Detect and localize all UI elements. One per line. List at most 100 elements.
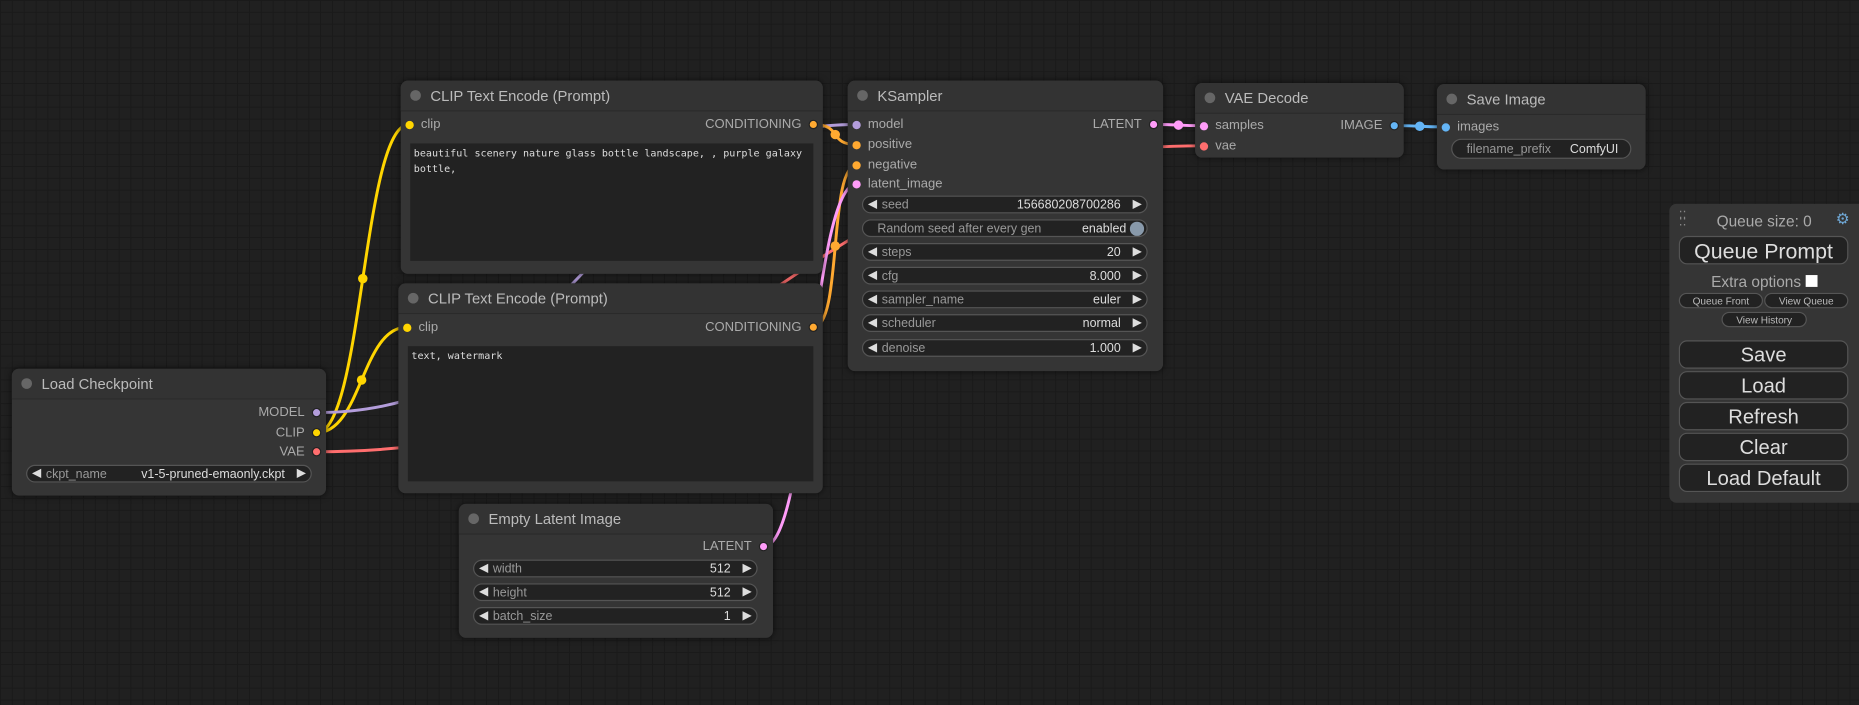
- arrow-right-icon[interactable]: ▶: [1132, 341, 1142, 355]
- arrow-right-icon[interactable]: ▶: [1132, 197, 1142, 212]
- steps-widget[interactable]: ◀ steps 20 ▶: [861, 243, 1148, 261]
- output-latent[interactable]: LATENT: [1093, 116, 1159, 133]
- slot-dot-icon[interactable]: [311, 428, 322, 438]
- save-button[interactable]: Save: [1678, 340, 1849, 369]
- node-title[interactable]: CLIP Text Encode (Prompt): [400, 80, 823, 112]
- width-widget[interactable]: ◀ width 512 ▶: [473, 559, 758, 578]
- arrow-left-icon[interactable]: ◀: [867, 245, 877, 259]
- settings-gear-icon[interactable]: ⚙: [1835, 209, 1850, 228]
- input-latent-image[interactable]: latent_image: [852, 175, 943, 192]
- output-conditioning[interactable]: CONDITIONING: [705, 116, 819, 133]
- slot-dot-icon[interactable]: [808, 322, 819, 332]
- arrow-right-icon[interactable]: ▶: [1132, 292, 1142, 306]
- input-vae[interactable]: vae: [1199, 138, 1236, 155]
- link-center-marker[interactable]: [356, 375, 367, 385]
- arrow-right-icon[interactable]: ▶: [742, 585, 752, 599]
- seed-widget[interactable]: ◀ seed 156680208700286 ▶: [861, 195, 1148, 214]
- input-clip[interactable]: clip: [405, 116, 440, 133]
- collapse-dot-icon[interactable]: [410, 90, 421, 101]
- arrow-right-icon[interactable]: ▶: [1132, 245, 1142, 259]
- arrow-left-icon[interactable]: ◀: [867, 341, 877, 355]
- output-model[interactable]: MODEL: [258, 404, 322, 421]
- arrow-right-icon[interactable]: ▶: [742, 609, 752, 623]
- slot-dot-icon[interactable]: [403, 323, 412, 332]
- collapse-dot-icon[interactable]: [1446, 93, 1458, 105]
- collapse-dot-icon[interactable]: [1204, 92, 1216, 104]
- slot-dot-icon[interactable]: [852, 120, 861, 129]
- input-model[interactable]: model: [852, 116, 903, 133]
- slot-dot-icon[interactable]: [808, 119, 819, 130]
- slot-dot-icon[interactable]: [852, 160, 861, 169]
- link-center-marker[interactable]: [830, 241, 840, 251]
- slot-dot-icon[interactable]: [758, 541, 769, 552]
- slot-dot-icon[interactable]: [405, 120, 414, 129]
- link-center-marker[interactable]: [1173, 120, 1184, 130]
- ckpt-name-combo[interactable]: ◀ ckpt_name v1-5-pruned-emaonly.ckpt ▶: [26, 464, 312, 483]
- node-save-image[interactable]: Save Image images filename_prefix ComfyUI: [1436, 84, 1646, 170]
- node-ksampler[interactable]: KSampler model positive negative latent_…: [847, 80, 1164, 372]
- slot-dot-icon[interactable]: [1148, 119, 1159, 130]
- link-center-marker[interactable]: [1415, 121, 1425, 132]
- node-vae-decode[interactable]: VAE Decode samples vae IMAGE: [1195, 82, 1404, 158]
- collapse-dot-icon[interactable]: [21, 378, 33, 389]
- load-default-button[interactable]: Load Default: [1678, 463, 1849, 493]
- refresh-button[interactable]: Refresh: [1678, 401, 1849, 431]
- node-title[interactable]: Load Checkpoint: [11, 368, 327, 400]
- cfg-widget[interactable]: ◀ cfg 8.000 ▶: [861, 266, 1148, 285]
- node-title[interactable]: CLIP Text Encode (Prompt): [398, 283, 823, 315]
- link-center-marker[interactable]: [830, 129, 840, 140]
- random-seed-toggle[interactable]: Random seed after every gen enabled: [861, 219, 1148, 238]
- slot-dot-icon[interactable]: [1199, 141, 1209, 150]
- output-clip[interactable]: CLIP: [276, 424, 322, 441]
- slot-dot-icon[interactable]: [311, 446, 322, 457]
- node-empty-latent-image[interactable]: Empty Latent Image LATENT ◀ width 512 ▶ ◀ he…: [458, 503, 774, 638]
- arrow-left-icon[interactable]: ◀: [867, 316, 877, 330]
- sampler-name-widget[interactable]: ◀ sampler_name euler ▶: [861, 290, 1148, 309]
- node-load-checkpoint[interactable]: Load Checkpoint MODEL CLIP VAE ◀ ckpt_nam…: [11, 368, 327, 496]
- prompt-textarea[interactable]: text, watermark: [407, 346, 814, 482]
- filename-prefix-input[interactable]: filename_prefix ComfyUI: [1451, 138, 1632, 159]
- arrow-right-icon[interactable]: ▶: [296, 467, 306, 481]
- view-queue-button[interactable]: View Queue: [1764, 292, 1849, 309]
- output-conditioning[interactable]: CONDITIONING: [705, 319, 819, 336]
- input-samples[interactable]: samples: [1199, 117, 1264, 134]
- scheduler-widget[interactable]: ◀ scheduler normal ▶: [861, 314, 1148, 332]
- collapse-dot-icon[interactable]: [407, 292, 419, 304]
- arrow-left-icon[interactable]: ◀: [478, 585, 489, 599]
- slot-dot-icon[interactable]: [852, 140, 861, 149]
- clear-button[interactable]: Clear: [1678, 432, 1849, 462]
- toggle-knob-icon[interactable]: [1129, 221, 1145, 236]
- node-clip-text-encode-positive[interactable]: CLIP Text Encode (Prompt) clip CONDITION…: [400, 80, 823, 274]
- collapse-dot-icon[interactable]: [857, 90, 868, 101]
- arrow-left-icon[interactable]: ◀: [867, 269, 877, 283]
- slot-dot-icon[interactable]: [311, 407, 322, 418]
- arrow-left-icon[interactable]: ◀: [478, 609, 489, 623]
- node-title[interactable]: Empty Latent Image: [458, 503, 774, 535]
- queue-prompt-button[interactable]: Queue Prompt: [1678, 235, 1849, 265]
- collapse-dot-icon[interactable]: [468, 513, 479, 525]
- arrow-right-icon[interactable]: ▶: [742, 561, 752, 576]
- slot-dot-icon[interactable]: [1389, 120, 1400, 131]
- node-title[interactable]: Save Image: [1436, 84, 1646, 116]
- view-history-button[interactable]: View History: [1721, 311, 1807, 328]
- input-clip[interactable]: clip: [403, 319, 438, 336]
- arrow-left-icon[interactable]: ◀: [867, 292, 877, 306]
- slot-dot-icon[interactable]: [1199, 121, 1209, 130]
- link-center-marker[interactable]: [358, 273, 368, 284]
- output-image[interactable]: IMAGE: [1340, 117, 1400, 134]
- slot-dot-icon[interactable]: [852, 179, 861, 188]
- arrow-right-icon[interactable]: ▶: [1132, 316, 1142, 330]
- node-title[interactable]: KSampler: [847, 80, 1164, 112]
- output-vae[interactable]: VAE: [280, 443, 322, 460]
- arrow-left-icon[interactable]: ◀: [32, 467, 42, 481]
- height-widget[interactable]: ◀ height 512 ▶: [473, 583, 758, 602]
- load-button[interactable]: Load: [1678, 371, 1849, 400]
- node-title[interactable]: VAE Decode: [1195, 82, 1404, 114]
- batch-size-widget[interactable]: ◀ batch_size 1 ▶: [473, 607, 758, 625]
- prompt-textarea[interactable]: beautiful scenery nature glass bottle la…: [410, 143, 814, 261]
- input-images[interactable]: images: [1441, 119, 1499, 136]
- output-latent[interactable]: LATENT: [703, 538, 769, 555]
- arrow-left-icon[interactable]: ◀: [478, 561, 489, 576]
- queue-front-button[interactable]: Queue Front: [1678, 292, 1763, 309]
